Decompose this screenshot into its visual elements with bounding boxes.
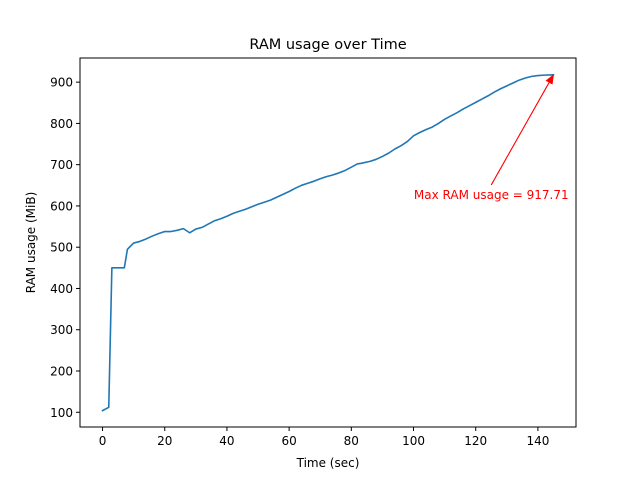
- y-tick-label: 300: [50, 323, 73, 337]
- x-tick-label: 20: [157, 434, 172, 448]
- annotation-arrow: [490, 73, 554, 186]
- ram-usage-line: [101, 74, 555, 412]
- x-axis: 0 20 40 60 80 100 120 140: [99, 427, 549, 448]
- chart-title: RAM usage over Time: [249, 37, 406, 53]
- y-tick-label: 600: [50, 199, 73, 213]
- y-tick-label: 500: [50, 241, 73, 255]
- y-tick-label: 200: [50, 365, 73, 379]
- y-tick-label: 700: [50, 158, 73, 172]
- x-tick-label: 40: [219, 434, 234, 448]
- y-tick-label: 100: [50, 406, 73, 420]
- y-tick-label: 400: [50, 282, 73, 296]
- y-axis-label: RAM usage (MiB): [24, 192, 38, 294]
- x-axis-label: Time (sec): [296, 456, 360, 470]
- x-tick-label: 0: [99, 434, 107, 448]
- y-tick-label: 900: [50, 76, 73, 90]
- plot-frame: [79, 57, 577, 428]
- max-ram-annotation: Max RAM usage = 917.71: [414, 188, 569, 202]
- x-tick-label: 140: [526, 434, 549, 448]
- x-tick-label: 120: [464, 434, 487, 448]
- x-tick-label: 80: [344, 434, 359, 448]
- y-tick-label: 800: [50, 117, 73, 131]
- x-tick-label: 60: [281, 434, 296, 448]
- x-tick-label: 100: [402, 434, 425, 448]
- y-axis: 100 200 300 400 500 600 700 800 900: [50, 76, 80, 420]
